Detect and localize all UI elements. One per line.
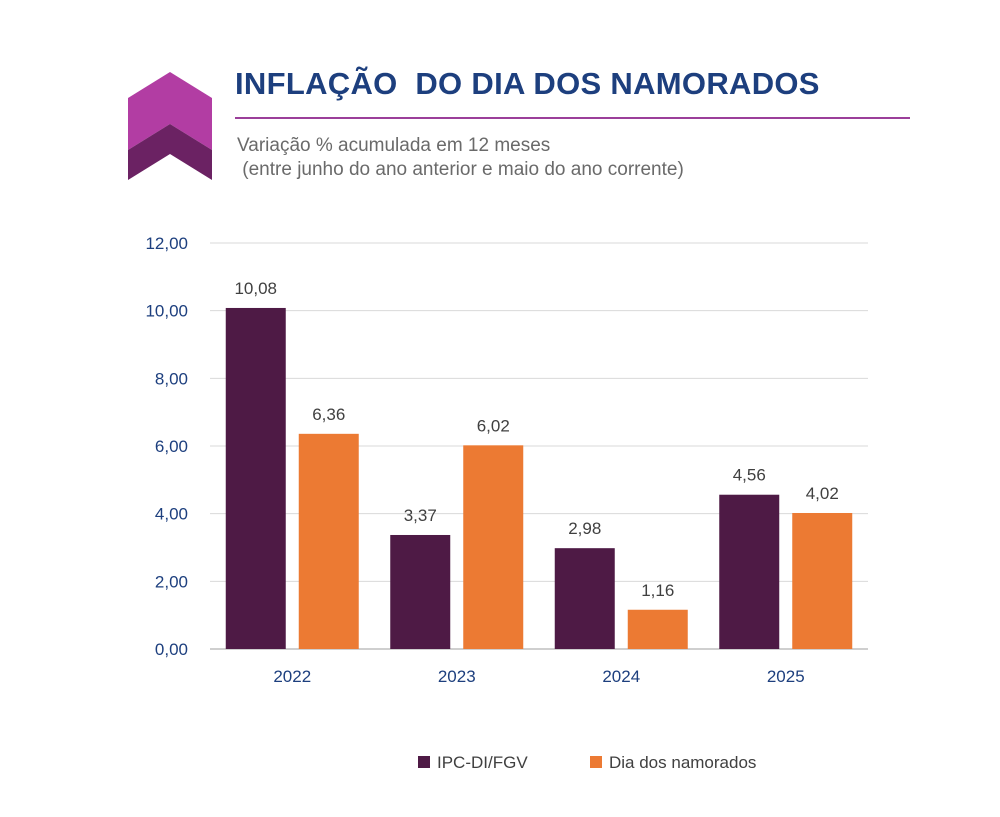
page-title: INFLAÇÃO DO DIA DOS NAMORADOS (235, 66, 820, 101)
data-labels: 10,08 6,36 3,37 6,02 2,98 1,16 4,56 4,02 (234, 279, 838, 600)
data-label: 2,98 (568, 519, 601, 538)
y-tick-label: 6,00 (155, 437, 188, 456)
data-label: 6,36 (312, 405, 345, 424)
x-tick-label: 2025 (767, 667, 805, 686)
subtitle-line-2: (entre junho do ano anterior e maio do a… (237, 159, 684, 180)
data-label: 4,56 (733, 466, 766, 485)
legend-swatch (590, 756, 602, 768)
bar (390, 534, 451, 649)
y-tick-label: 0,00 (155, 640, 188, 659)
bars (225, 307, 853, 649)
x-axis: 2022 2023 2024 2025 (273, 667, 804, 686)
logo-chevron-lower (128, 124, 212, 180)
subtitle: Variação % acumulada em 12 meses (entre … (237, 134, 684, 182)
logo-chevron-upper (128, 72, 212, 150)
x-tick-label: 2022 (273, 667, 311, 686)
legend-swatch (418, 756, 430, 768)
y-tick-label: 8,00 (155, 369, 188, 388)
bar (792, 512, 853, 649)
brand-logo (128, 72, 212, 180)
bar (719, 494, 780, 649)
x-tick-label: 2023 (438, 667, 476, 686)
y-tick-label: 2,00 (155, 572, 188, 591)
bar (463, 445, 524, 649)
bar (225, 307, 286, 649)
data-label: 1,16 (641, 581, 674, 600)
legend: IPC-DI/FGV Dia dos namorados (418, 753, 756, 772)
data-label: 4,02 (806, 484, 839, 503)
legend-label: Dia dos namorados (609, 753, 756, 772)
y-tick-label: 10,00 (145, 302, 188, 321)
bar (298, 433, 359, 649)
title-divider (235, 117, 910, 119)
data-label: 10,08 (234, 279, 277, 298)
bar (554, 548, 615, 649)
data-label: 6,02 (477, 416, 510, 435)
data-label: 3,37 (404, 506, 437, 525)
bar (627, 609, 688, 649)
y-tick-label: 4,00 (155, 505, 188, 524)
legend-label: IPC-DI/FGV (437, 753, 528, 772)
subtitle-line-1: Variação % acumulada em 12 meses (237, 135, 551, 156)
x-tick-label: 2024 (602, 667, 640, 686)
y-tick-label: 12,00 (145, 234, 188, 253)
y-axis: 0,00 2,00 4,00 6,00 8,00 10,00 12,00 (145, 234, 188, 659)
